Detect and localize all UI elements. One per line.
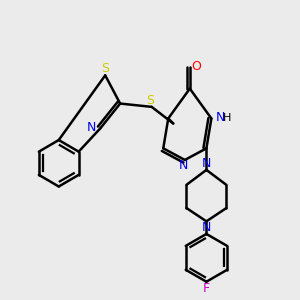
Text: N: N xyxy=(202,221,211,234)
Text: N: N xyxy=(202,158,211,170)
Text: H: H xyxy=(223,112,231,123)
Text: O: O xyxy=(191,60,201,73)
Text: F: F xyxy=(203,282,210,295)
Text: N: N xyxy=(216,111,225,124)
Text: N: N xyxy=(179,159,188,172)
Text: N: N xyxy=(87,121,96,134)
Text: S: S xyxy=(146,94,154,107)
Text: S: S xyxy=(101,62,109,75)
